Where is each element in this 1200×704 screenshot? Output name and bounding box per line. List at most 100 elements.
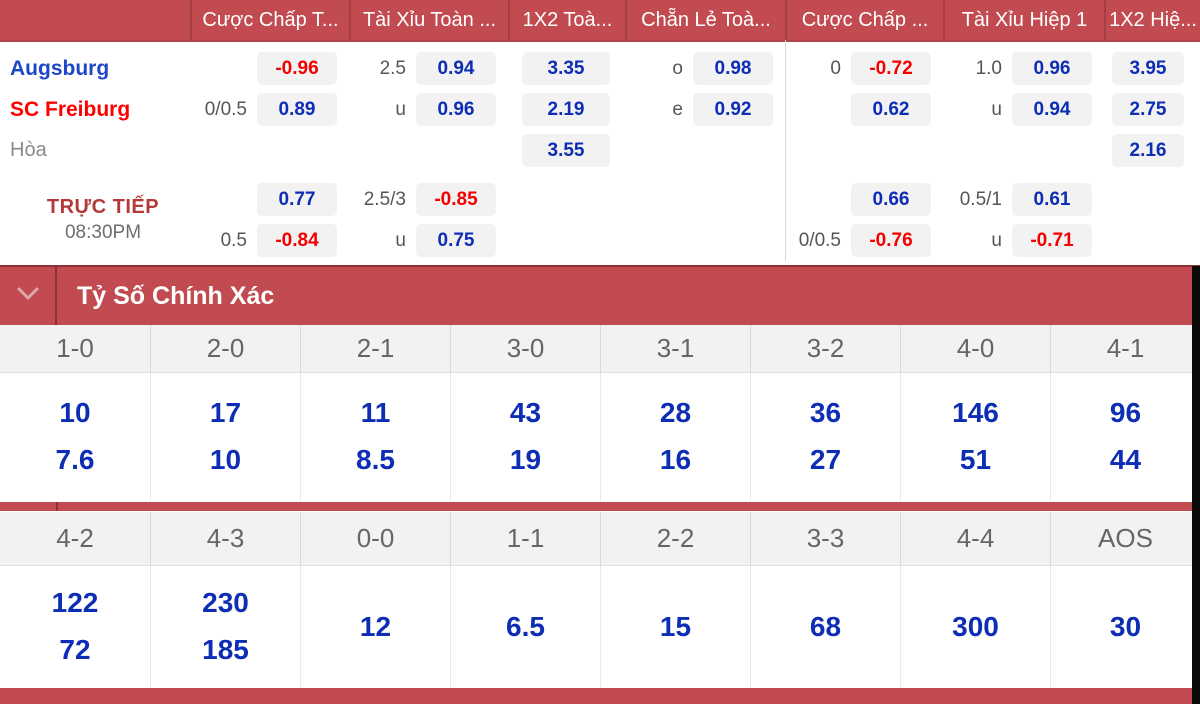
score-odds-value[interactable]: 8.5	[356, 444, 395, 475]
team-name-away: SC Freiburg	[10, 97, 131, 121]
odds-button-live-ou-h1-1[interactable]: 0.61	[1012, 183, 1092, 216]
score-odds-cell[interactable]: 17 10	[150, 373, 300, 501]
cell-1x2-h1-home: 3.95	[1104, 48, 1200, 89]
line-live-hc-h1-2: 0/0.5	[798, 229, 841, 251]
odds-row-home: Augsburg -0.96 2.5 0.94 3.35 o 0.98 0 -	[0, 48, 1200, 89]
odds-button-live-hc-ft-2[interactable]: -0.84	[257, 224, 337, 257]
odds-button-1x2-ft-home[interactable]: 3.35	[522, 52, 610, 85]
cell-ou-h1-away: u 0.94	[943, 89, 1104, 130]
score-header: 2-1	[300, 325, 450, 373]
score-odds-cell[interactable]: 15	[600, 566, 750, 688]
odds-button-live-hc-h1-1[interactable]: 0.66	[851, 183, 931, 216]
line-live-ou-h1: 0.5/1	[959, 188, 1002, 210]
line-ou-h1-under: u	[991, 98, 1002, 120]
odds-button-oe-even[interactable]: 0.92	[693, 93, 773, 126]
score-odds-value[interactable]: 51	[959, 444, 992, 475]
score-odds-value[interactable]: 15	[659, 610, 692, 642]
odds-button-hc-ft-home[interactable]: -0.96	[257, 52, 337, 85]
odds-row-draw: Hòa 3.55 2.16	[0, 130, 1200, 171]
score-odds-cell[interactable]: 30	[1050, 566, 1200, 688]
odds-button-1x2-ft-away[interactable]: 2.19	[522, 93, 610, 126]
score-odds-value[interactable]: 36	[809, 397, 842, 429]
score-odds-value[interactable]: 7.6	[55, 444, 95, 475]
score-odds-value[interactable]: 10	[209, 444, 242, 475]
score-odds-value[interactable]: 17	[209, 397, 242, 429]
cell-live-hc-h1-1: 0.66	[785, 179, 943, 220]
score-odds-value[interactable]: 30	[1109, 610, 1142, 642]
score-odds-value[interactable]: 27	[809, 444, 842, 475]
score-odds-value[interactable]: 44	[1109, 444, 1142, 475]
header-overunder-ft: Tài Xỉu Toàn ...	[349, 0, 508, 40]
score-header: 3-2	[750, 325, 900, 373]
cell-live-hc-ft-2: 0.5 -0.84	[190, 220, 349, 261]
score-odds-value[interactable]: 96	[1109, 397, 1142, 429]
score-odds-cell[interactable]: 12	[300, 566, 450, 688]
score-odds-value[interactable]: 300	[952, 610, 999, 642]
line-live-ou-ft: 2.5/3	[363, 188, 406, 210]
odds-button-1x2-h1-draw[interactable]: 2.16	[1112, 134, 1184, 167]
odds-button-live-hc-h1-2[interactable]: -0.76	[851, 224, 931, 257]
odds-button-1x2-h1-home[interactable]: 3.95	[1112, 52, 1184, 85]
score-odds-value[interactable]: 11	[360, 397, 391, 429]
odds-button-hc-h1-home[interactable]: -0.72	[851, 52, 931, 85]
score-odds-cell[interactable]: 10 7.6	[0, 373, 150, 501]
odds-button-1x2-ft-draw[interactable]: 3.55	[522, 134, 610, 167]
odds-button-ou-h1-over[interactable]: 0.96	[1012, 52, 1092, 85]
cell-live-ou-h1-2: u -0.71	[943, 220, 1104, 261]
score-odds-cell[interactable]: 122 72	[0, 566, 150, 688]
live-label: TRỰC TIẾP 08:30PM	[0, 196, 190, 244]
odds-button-live-hc-ft-1[interactable]: 0.77	[257, 183, 337, 216]
live-odds-block: TRỰC TIẾP 08:30PM 0.77 2.5/3 -0.85 0.66 …	[0, 179, 1200, 261]
cell-ou-h1-home: 1.0 0.96	[943, 48, 1104, 89]
score-odds-value[interactable]: 122	[51, 587, 99, 619]
cell-1x2-ft-away: 2.19	[508, 89, 625, 130]
score-odds-cell[interactable]: 28 16	[600, 373, 750, 501]
score-odds-value[interactable]: 12	[359, 610, 392, 642]
cell-live-hc-h1-2: 0/0.5 -0.76	[785, 220, 943, 261]
score-odds-value[interactable]: 185	[202, 634, 249, 665]
odds-button-ou-ft-over[interactable]: 0.94	[416, 52, 496, 85]
score-header: 3-1	[600, 325, 750, 373]
odds-button-live-ou-h1-2[interactable]: -0.71	[1012, 224, 1092, 257]
odds-button-1x2-h1-away[interactable]: 2.75	[1112, 93, 1184, 126]
cell-live-ou-ft-2: u 0.75	[349, 220, 508, 261]
chevron-down-icon	[17, 287, 39, 305]
score-odds-cell[interactable]: 36 27	[750, 373, 900, 501]
live-kickoff-time: 08:30PM	[64, 222, 142, 243]
score-odds-value[interactable]: 230	[202, 587, 249, 619]
cell-1x2-ft-home: 3.35	[508, 48, 625, 89]
right-edge-scrollbar[interactable]	[1192, 266, 1200, 704]
score-odds-cell[interactable]: 300	[900, 566, 1050, 688]
score-odds-cell[interactable]: 230 185	[150, 566, 300, 688]
odds-button-ou-h1-under[interactable]: 0.94	[1012, 93, 1092, 126]
score-odds-cell[interactable]: 11 8.5	[300, 373, 450, 501]
line-hc-ft: 0/0.5	[204, 98, 247, 120]
odds-button-oe-odd[interactable]: 0.98	[693, 52, 773, 85]
score-odds-value[interactable]: 68	[809, 610, 842, 642]
collapse-section-button[interactable]	[0, 267, 57, 325]
odds-button-live-ou-ft-2[interactable]: 0.75	[416, 224, 496, 257]
odds-button-ou-ft-under[interactable]: 0.96	[416, 93, 496, 126]
line-oe-even: e	[672, 98, 683, 120]
score-odds-cell[interactable]: 6.5	[450, 566, 600, 688]
score-odds-value[interactable]: 146	[952, 397, 999, 429]
score-odds-value[interactable]: 28	[659, 397, 692, 429]
score-odds-value[interactable]: 43	[509, 397, 542, 429]
score-odds-value[interactable]: 16	[659, 444, 692, 475]
odds-button-live-ou-ft-1[interactable]: -0.85	[416, 183, 496, 216]
line-ou-h1: 1.0	[975, 57, 1002, 79]
odds-button-hc-ft-away[interactable]: 0.89	[257, 93, 337, 126]
score-odds-value[interactable]: 72	[59, 634, 91, 665]
score-odds-cell[interactable]: 146 51	[900, 373, 1050, 501]
header-team-column	[0, 0, 190, 40]
odds-button-hc-h1-away[interactable]: 0.62	[851, 93, 931, 126]
cell-hc-ft-home: -0.96	[190, 48, 349, 89]
score-odds-value[interactable]: 19	[509, 444, 542, 475]
score-odds-value[interactable]: 6.5	[506, 610, 545, 642]
score-odds-cell[interactable]: 43 19	[450, 373, 600, 501]
score-odds-cell[interactable]: 68	[750, 566, 900, 688]
cell-hc-ft-away: 0/0.5 0.89	[190, 89, 349, 130]
score-odds-value[interactable]: 10	[59, 397, 91, 429]
score-odds-cell[interactable]: 96 44	[1050, 373, 1200, 501]
